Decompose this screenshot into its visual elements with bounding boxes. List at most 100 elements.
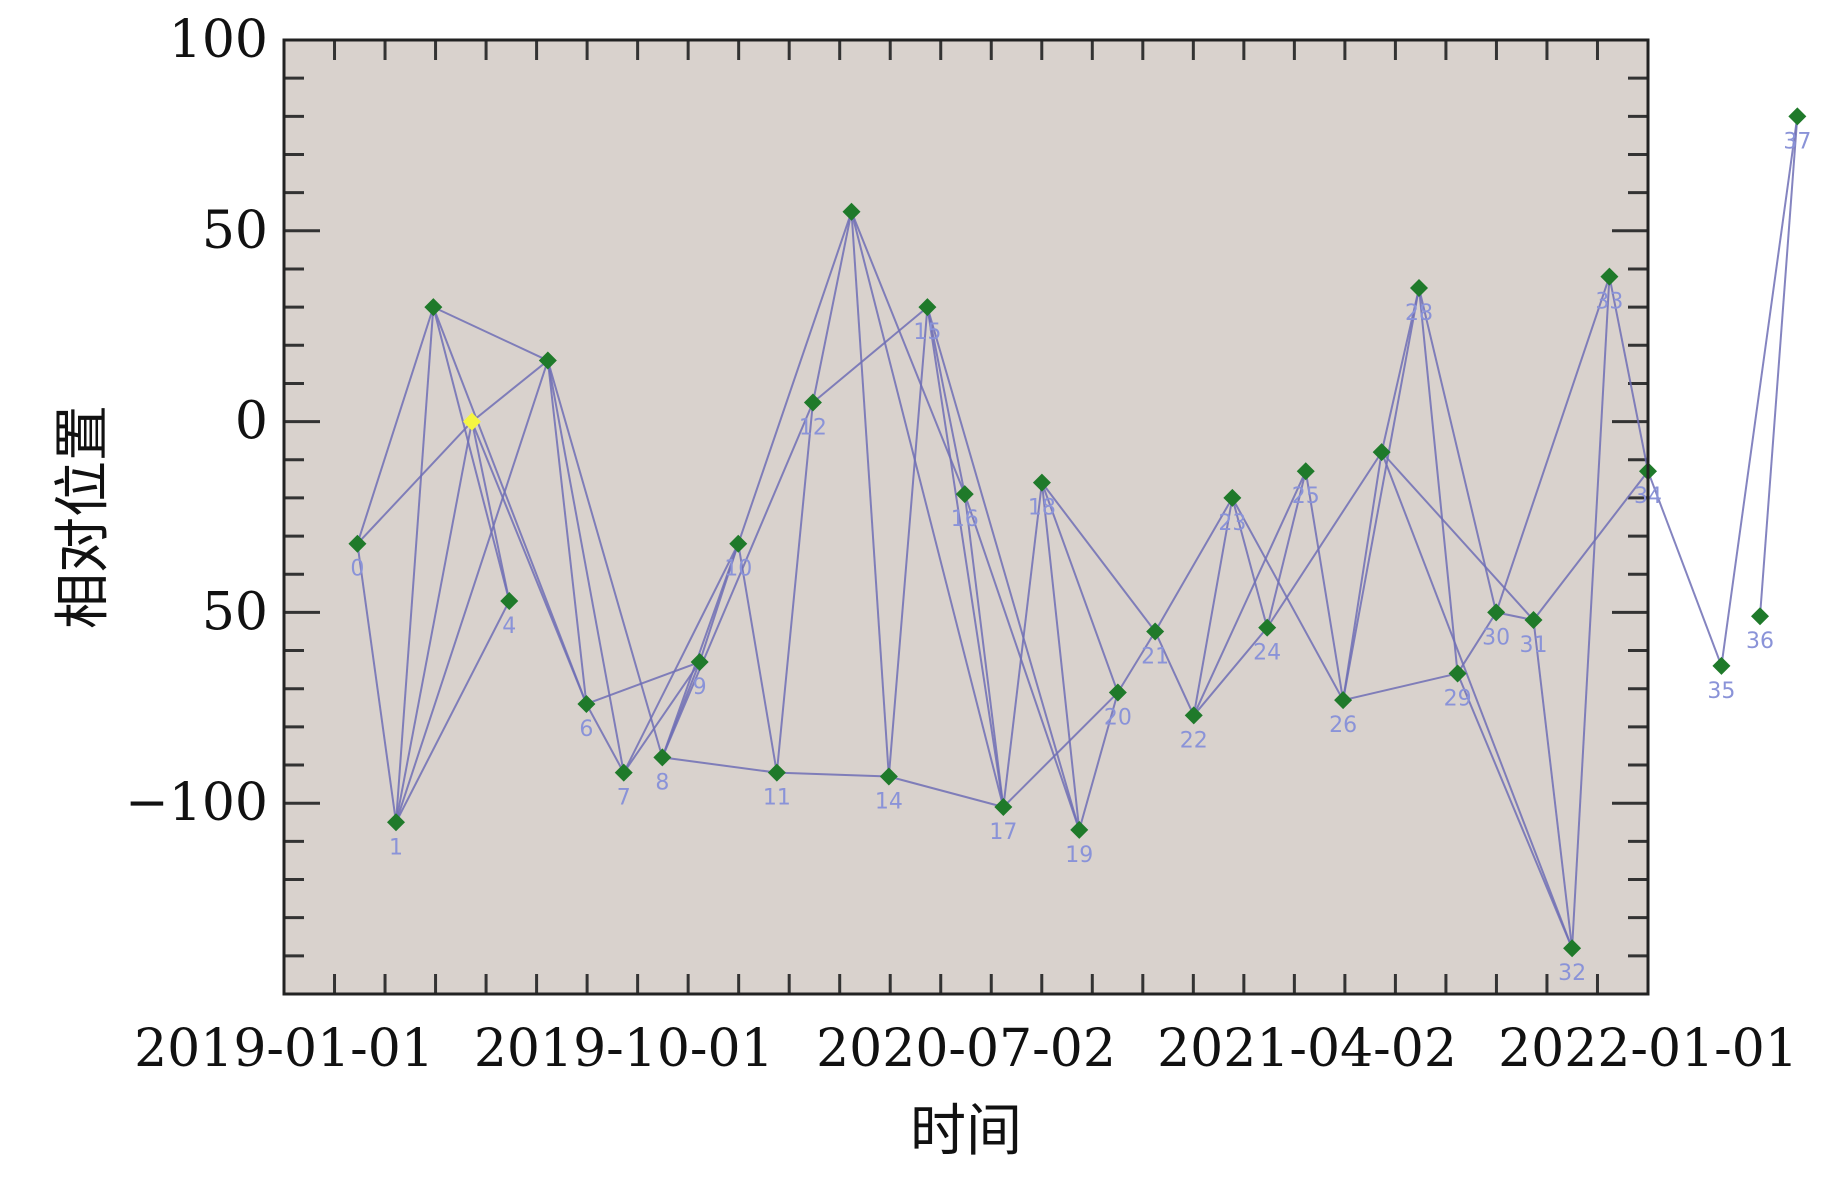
data-point [690,653,709,672]
connection-line [395,421,473,823]
data-point [500,591,519,610]
point-label: 35 [1707,679,1735,704]
y-tick-label: −100 [125,773,268,833]
data-point [577,694,596,713]
data-point [614,763,633,782]
x-tick-labels: 2019-01-01 2019-10-01 2020-07-02 2021-04-02… [134,1019,1798,1079]
point-label: 22 [1180,728,1208,753]
point-label: 1 [389,835,403,860]
data-point [1563,939,1582,958]
connection-line [395,600,511,823]
connection-line [963,493,1005,808]
connection-line [1456,611,1498,674]
connection-line [850,211,1005,808]
point-label: 10 [724,557,752,582]
connection-line [432,306,511,602]
connection-line [963,493,1081,831]
connection-line [776,771,889,778]
data-points [348,107,1807,958]
point-label: 26 [1329,713,1357,738]
connection-line [1266,470,1307,628]
connection-line [811,211,853,403]
point-label: 29 [1444,686,1472,711]
x-tick-label: 2019-01-01 [134,1019,434,1079]
y-tick-labels: 100 50 0 50 −100 [125,10,268,833]
connection-line [1116,630,1157,694]
connection-line [1192,497,1234,716]
point-label: 15 [913,320,941,345]
connection-line [1154,497,1234,632]
data-point [1712,656,1731,675]
point-label: 37 [1783,129,1811,154]
connection-line [585,703,625,774]
connection-line [1759,116,1799,617]
data-point [955,485,974,504]
connection-line [1418,287,1498,613]
point-label: 8 [655,770,669,795]
connection-line [926,306,1081,831]
point-label: 20 [1104,706,1132,731]
y-axis-title: 相对位置 [51,405,116,629]
data-point [1334,691,1353,710]
connection-line [850,211,966,495]
data-point [879,767,898,786]
connection-line [586,661,701,705]
connection-line [737,543,778,773]
connection-line [1608,276,1649,472]
plot-frame [282,38,1650,996]
connection-line [1532,619,1574,949]
connection-line [1342,672,1458,702]
data-point [1410,279,1429,298]
connection-line [812,306,929,404]
connection-line [1380,451,1574,949]
axis-ticks [282,38,1650,996]
connection-line [1647,470,1723,667]
connection-line [888,775,1004,808]
connection-line [1266,451,1383,629]
data-point [1296,462,1315,481]
y-tick-label: 100 [169,10,268,70]
point-label: 9 [693,675,707,700]
data-point [538,351,557,370]
point-label: 16 [951,507,979,532]
data-point [1600,267,1619,286]
point-label: 18 [1028,496,1056,521]
connection-line [356,306,435,545]
point-label: 0 [350,557,364,582]
x-tick-label: 2021-04-02 [1157,1019,1457,1079]
connection-line [356,420,473,545]
data-point [387,813,406,832]
point-label: 36 [1746,629,1774,654]
point-label: 11 [763,786,791,811]
point-label: 7 [617,786,631,811]
data-point [994,798,1013,817]
connection-line [1040,482,1081,831]
data-point [842,202,861,221]
connection-line [622,661,701,774]
point-labels: 0146789101112141516171819202122232425262… [350,129,1811,986]
connection-line [850,211,890,777]
connection-line [471,359,549,423]
connection-lines [356,116,1799,949]
connection-line [546,360,625,773]
connection-line [432,306,549,362]
point-label: 28 [1405,301,1433,326]
y-tick-label: 50 [202,582,268,642]
data-point [1223,488,1242,507]
connection-line [546,360,588,705]
point-label: 14 [875,789,903,814]
point-label: 23 [1218,511,1246,536]
connection-line [395,307,435,823]
y-tick-label: 0 [235,392,268,452]
connection-line [662,756,777,774]
connection-line [775,402,814,773]
point-label: 31 [1520,633,1548,658]
connection-line [1231,497,1269,628]
connection-line [1040,482,1119,693]
point-label: 33 [1595,290,1623,315]
connection-line [1532,470,1649,621]
connection-line [1002,691,1119,808]
point-label: 12 [799,416,827,441]
data-point [1184,706,1203,725]
